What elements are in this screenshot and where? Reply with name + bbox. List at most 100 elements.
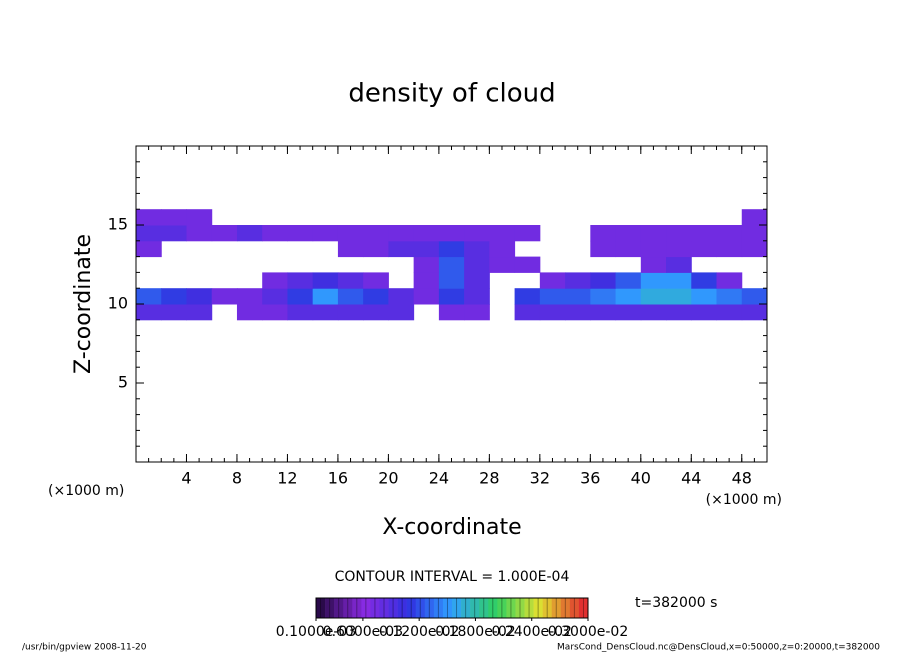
cell <box>186 288 213 305</box>
colorbar-frame <box>315 597 589 619</box>
colorbar-slice <box>542 598 553 618</box>
cell <box>438 256 465 273</box>
cell <box>312 304 339 321</box>
cell <box>363 288 389 305</box>
cell <box>716 225 743 242</box>
cell <box>640 304 667 321</box>
x-tick-label: 40 <box>631 469 651 488</box>
cell <box>640 272 667 289</box>
cell <box>388 240 415 258</box>
cell <box>464 240 490 258</box>
cell <box>514 304 541 321</box>
cell <box>590 272 617 289</box>
cell <box>615 288 642 305</box>
colorbar-slice <box>524 598 534 618</box>
cell <box>615 272 642 289</box>
cell <box>337 288 364 305</box>
cell <box>741 209 768 226</box>
colorbar-slice <box>370 598 380 618</box>
cell <box>615 240 642 258</box>
cell <box>716 304 743 321</box>
cell <box>287 272 314 289</box>
colorbar-slice <box>560 598 571 618</box>
colorbar-slice <box>452 598 462 618</box>
cell <box>413 272 440 289</box>
cell <box>287 304 314 321</box>
cell <box>161 288 187 305</box>
cell <box>236 225 263 242</box>
colorbar-slice <box>479 598 489 618</box>
colorbar-slice <box>470 598 480 618</box>
colorbar-slice <box>515 598 525 618</box>
cell <box>666 272 692 289</box>
colorbar-slice <box>578 598 589 618</box>
x-tick-label: 8 <box>232 469 242 488</box>
cell <box>464 272 490 289</box>
colorbar-slice <box>433 598 444 618</box>
cell <box>691 225 718 242</box>
cell <box>186 225 213 242</box>
cell <box>716 240 743 258</box>
cell <box>363 225 389 242</box>
cell <box>691 304 718 321</box>
cell <box>590 240 617 258</box>
cell <box>514 288 541 305</box>
colorbar-slice <box>397 598 407 618</box>
cell <box>287 288 314 305</box>
colorbar-slice <box>325 598 335 618</box>
cell <box>413 256 440 273</box>
y-axis-label: Z-coordinate <box>71 234 96 374</box>
x-tick-label: 12 <box>277 469 297 488</box>
cell <box>161 225 187 242</box>
cell <box>590 225 617 242</box>
colorbar-slice <box>497 598 507 618</box>
cell <box>590 304 617 321</box>
cell <box>337 304 364 321</box>
cell <box>741 288 768 305</box>
cell <box>413 288 440 305</box>
colorbar-slice <box>569 598 580 618</box>
footer-left: /usr/bin/gpview 2008-11-20 <box>22 643 147 653</box>
cell <box>514 225 541 242</box>
cell <box>312 272 339 289</box>
cell <box>489 256 516 273</box>
colorbar-slice <box>533 598 543 618</box>
cell <box>262 225 288 242</box>
cell <box>262 288 288 305</box>
x-tick-label: 24 <box>429 469 449 488</box>
cell <box>363 240 389 258</box>
cell <box>363 272 389 289</box>
cell <box>464 304 490 321</box>
cell <box>741 225 768 242</box>
cell <box>262 272 288 289</box>
colorbar-label: 0.6000e-03 <box>323 624 403 640</box>
cell <box>136 209 162 226</box>
colorbar-slice <box>406 598 417 618</box>
cell <box>666 225 692 242</box>
colorbar-slice <box>506 598 516 618</box>
cell <box>539 272 566 289</box>
footer-right: MarsCond_DensCloud.nc@DensCloud,x=0:5000… <box>557 643 880 653</box>
colorbar-slice <box>488 598 498 618</box>
cell <box>211 288 238 305</box>
contour-interval: CONTOUR INTERVAL = 1.000E-04 <box>335 569 570 585</box>
chart-title: density of cloud <box>348 79 555 109</box>
cell <box>136 304 162 321</box>
colorbar-label: 0.1000e-03 <box>276 624 356 640</box>
colorbar-slice <box>415 598 426 618</box>
x-tick-label: 32 <box>530 469 550 488</box>
colorbar-slice <box>442 598 453 618</box>
colorbar-slice <box>379 598 389 618</box>
cell <box>312 225 339 242</box>
x-tick-label: 28 <box>479 469 499 488</box>
cell <box>312 288 339 305</box>
cell <box>691 288 718 305</box>
cell <box>413 240 440 258</box>
cell <box>666 256 692 273</box>
cell <box>186 209 213 226</box>
cell <box>666 288 692 305</box>
cell <box>337 240 364 258</box>
colorbar-slice <box>316 598 326 618</box>
cell <box>691 272 718 289</box>
